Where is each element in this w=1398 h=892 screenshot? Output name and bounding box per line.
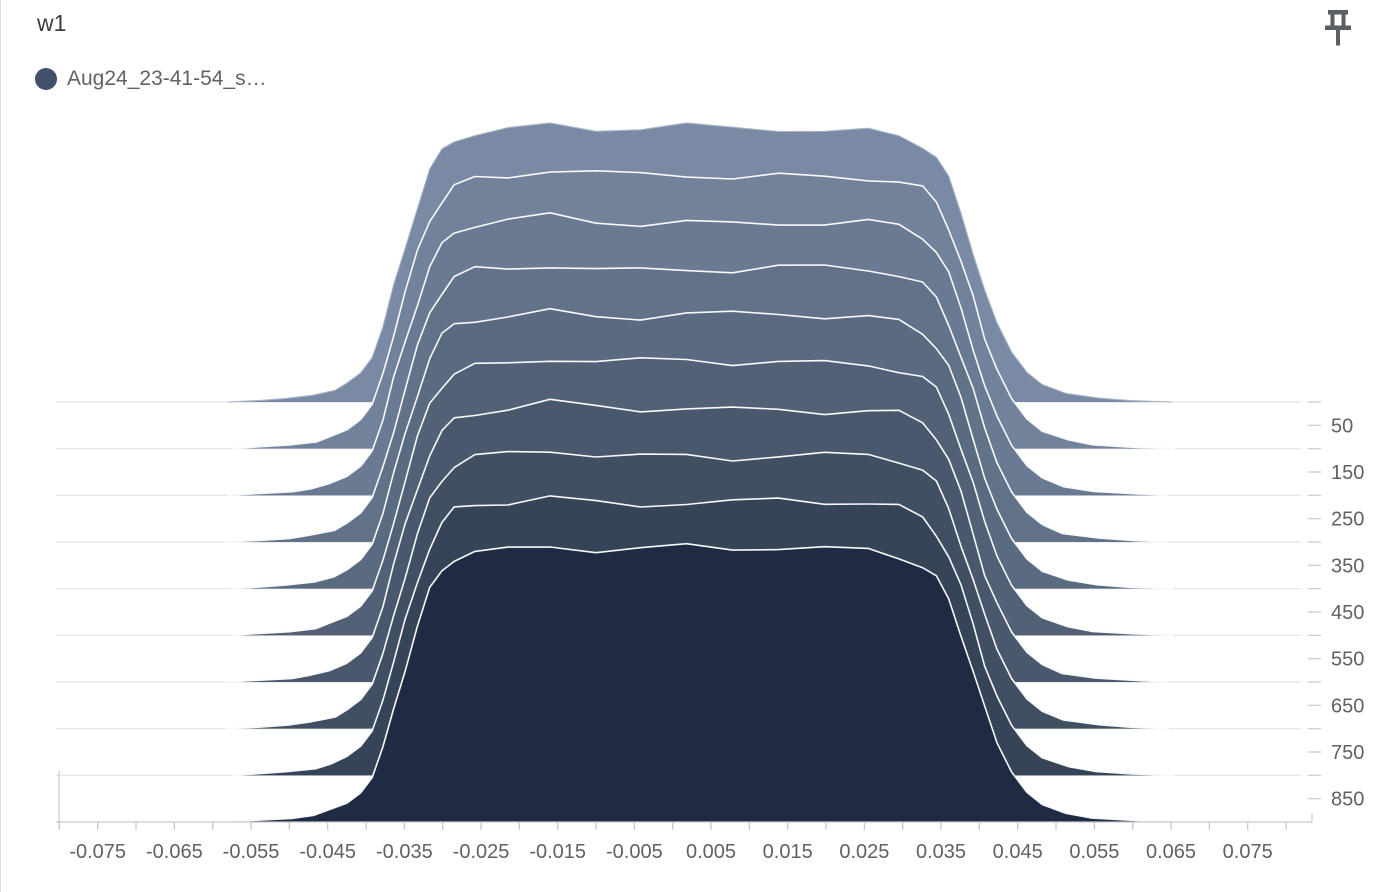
histogram-ridge-outline [229,542,1172,823]
histogram-ridge-outline [224,264,1168,543]
histogram-ridge-outline [226,212,1170,497]
axis-tick-label: 750 [1331,742,1364,764]
axis-tick-label: 150 [1331,462,1364,484]
histogram-ridge-outline [225,398,1168,683]
axis-tick-label: 0.065 [1146,841,1196,863]
axis-tick-label: 0.005 [686,841,736,863]
histogram-ridge-outline [231,495,1175,777]
axis-tick-label: 0.045 [993,841,1043,863]
axis-tick-label: 0.055 [1069,841,1119,863]
axis-tick-label: -0.005 [606,841,663,863]
axis-tick-label: 0.025 [839,841,889,863]
axis-tick-label: -0.045 [299,841,356,863]
axis-tick-label: -0.075 [69,841,126,863]
axis-tick-label: 550 [1331,649,1364,671]
histogram-ridge-outline [231,170,1175,450]
axis-tick-label: 0.075 [1223,841,1273,863]
axis-tick-label: -0.035 [376,841,433,863]
axis-tick-label: -0.065 [146,841,203,863]
axis-tick-label: -0.025 [453,841,510,863]
axis-tick-label: 0.015 [763,841,813,863]
histogram-ridge-outline [231,357,1174,637]
histogram-ridge-outline [225,450,1170,730]
histogram-ridge-outline [227,122,1172,403]
axis-tick-label: 250 [1331,509,1364,531]
page-title: w1 [37,10,67,36]
legend[interactable]: Aug24_23-41-54_s… [35,67,267,91]
axis-tick-label: 0.035 [916,841,966,863]
pushpin-icon [1325,9,1351,45]
axis-tick-label: 50 [1331,415,1353,437]
histogram-ridge-step-900 [229,543,1172,822]
run-name-label: Aug24_23-41-54_s… [67,67,267,90]
axis-tick-label: 850 [1331,789,1364,811]
run-color-dot-icon [35,68,57,90]
axis-tick-label: -0.055 [223,841,280,863]
histogram-ridge-outline [229,307,1174,590]
card-header: w1 [37,10,66,38]
axis-tick-label: 650 [1331,695,1364,717]
axis-tick-label: -0.015 [529,841,586,863]
axis-tick-label: 350 [1331,555,1364,577]
axis-tick-label: 450 [1331,602,1364,624]
pin-card-button[interactable] [1322,8,1354,52]
